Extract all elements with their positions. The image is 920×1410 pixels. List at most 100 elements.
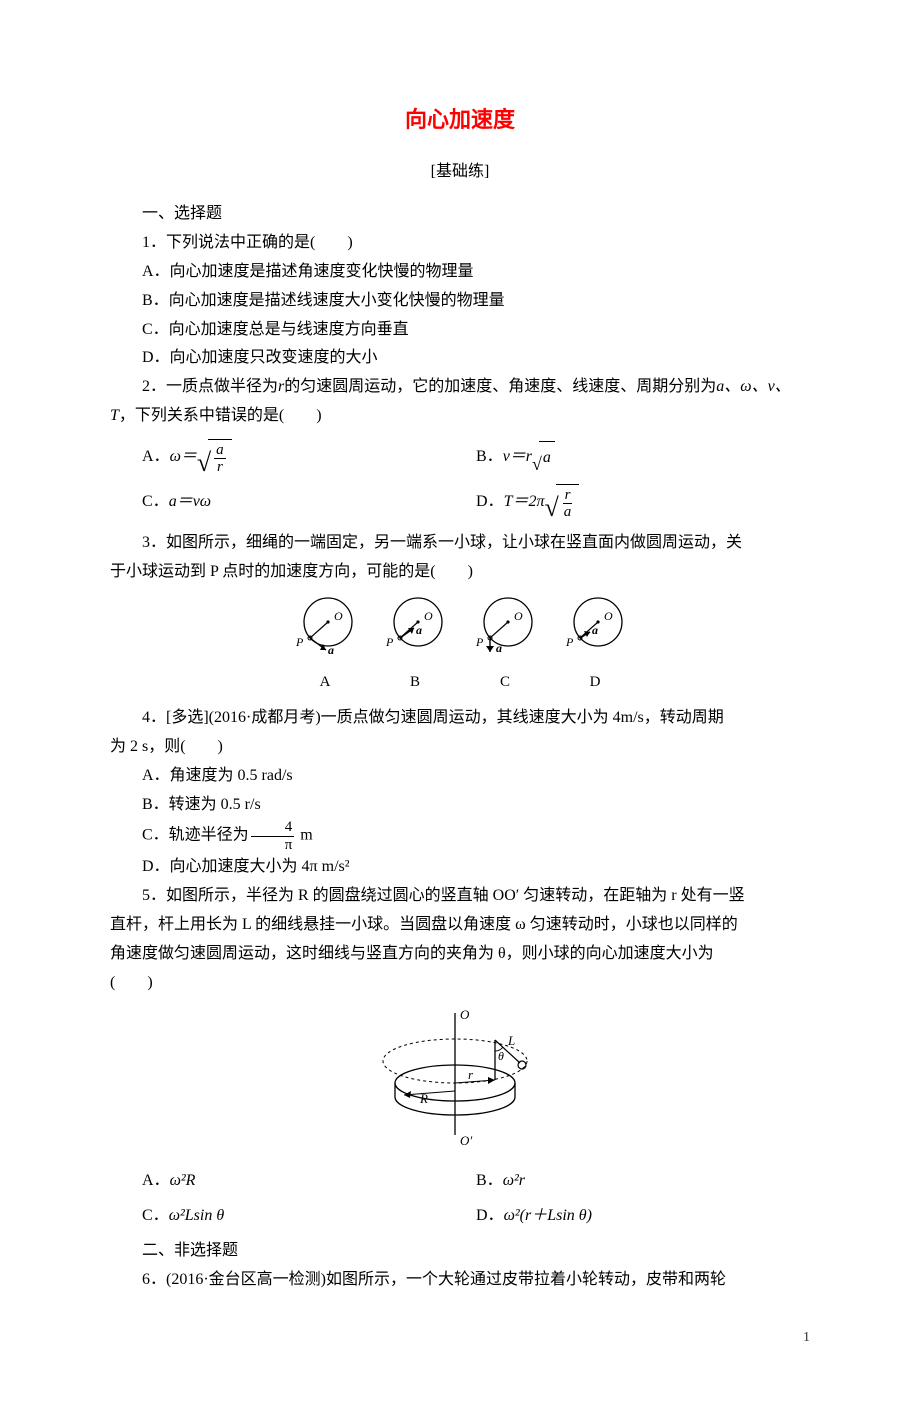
- label-O: O: [334, 609, 343, 623]
- q3-cap-B: B: [380, 669, 450, 696]
- q2-stem-post: 的匀速圆周运动，它的加速度、角速度、线速度、周期分别为: [284, 378, 716, 395]
- label-a: a: [328, 643, 334, 656]
- q2-row2: C． a＝vω D． T＝2π √ r a: [110, 484, 810, 521]
- q2-A-frac: a r: [214, 442, 226, 476]
- q1-B: B．向心加速度是描述线速度大小变化快慢的物理量: [110, 287, 810, 316]
- q3-cap-D: D: [560, 669, 630, 696]
- q3-figure: O P a A O P a B O P: [110, 594, 810, 696]
- q3-fig-C: O P a C: [470, 594, 540, 696]
- q5-row1: A．ω²R B．ω²r: [110, 1167, 810, 1196]
- q5-C-eq: ω²Lsin θ: [169, 1207, 225, 1224]
- circle-diagram-icon: O P a: [380, 594, 450, 656]
- q4-C: C．轨迹半径为4π m: [110, 819, 810, 853]
- label-Oprime: O′: [460, 1133, 472, 1148]
- label-O: O: [460, 1007, 470, 1022]
- q2-A-lhs: ω＝: [170, 443, 197, 472]
- q5-D: D．ω²(r＋Lsin θ): [476, 1202, 810, 1231]
- q5-B-label: B．: [476, 1172, 503, 1189]
- q2-A-label: A．: [142, 443, 170, 472]
- label-a: a: [496, 641, 502, 655]
- q5-row2: C．ω²Lsin θ D．ω²(r＋Lsin θ): [110, 1202, 810, 1231]
- q4-A: A．角速度为 0.5 rad/s: [110, 762, 810, 791]
- q1-D: D．向心加速度只改变速度的大小: [110, 344, 810, 373]
- q5-C-label: C．: [142, 1207, 169, 1224]
- q2-C-eq: a＝vω: [169, 488, 211, 517]
- q4-C-post: m: [296, 827, 312, 844]
- label-theta: θ: [498, 1049, 504, 1063]
- label-P: P: [385, 635, 394, 649]
- circle-diagram-icon: O P a: [560, 594, 630, 656]
- q5-C: C．ω²Lsin θ: [142, 1202, 476, 1231]
- label-O: O: [514, 609, 523, 623]
- section-heading-2: 二、非选择题: [110, 1237, 810, 1266]
- q4-B: B．转速为 0.5 r/s: [110, 791, 810, 820]
- q2-B: B． v＝r √ a: [476, 441, 810, 473]
- q2-D: D． T＝2π √ r a: [476, 484, 810, 521]
- q3-fig-D: O P a D: [560, 594, 630, 696]
- label-L: L: [507, 1033, 515, 1048]
- q5-D-eq: ω²(r＋Lsin θ): [504, 1207, 592, 1224]
- q2-B-in: a: [539, 441, 555, 473]
- q1-stem: 1．下列说法中正确的是( ): [110, 229, 810, 258]
- q4-stem-a: 4．[多选](2016·成都月考)一质点做匀速圆周运动，其线速度大小为 4m/s…: [110, 704, 810, 733]
- q2-C-label: C．: [142, 488, 169, 517]
- q4-C-pre: C．轨迹半径为: [142, 827, 249, 844]
- q5-D-label: D．: [476, 1207, 504, 1224]
- q2-A-den: r: [215, 459, 225, 476]
- q2-stem-tail: ，下列关系中错误的是( ): [119, 407, 322, 424]
- q2-D-num: r: [563, 487, 573, 505]
- q3-cap-C: C: [470, 669, 540, 696]
- q2-D-frac: r a: [562, 487, 574, 521]
- label-P: P: [565, 635, 574, 649]
- q3-fig-B: O P a B: [380, 594, 450, 696]
- q3-stem-a: 3．如图所示，细绳的一端固定，另一端系一小球，让小球在竖直面内做圆周运动，关: [110, 529, 810, 558]
- q2-D-label: D．: [476, 488, 504, 517]
- q5-stem-d: ( ): [110, 969, 810, 998]
- q5-A-eq: ω²R: [170, 1172, 196, 1189]
- label-a: a: [592, 623, 598, 637]
- q5-A-label: A．: [142, 1172, 170, 1189]
- q2-D-lhs: T＝2π: [504, 488, 545, 517]
- sqrt-icon: √ a: [532, 441, 555, 473]
- circle-diagram-icon: O P a: [470, 594, 540, 656]
- label-R: R: [419, 1091, 428, 1106]
- q2-D-den: a: [562, 504, 574, 521]
- q2-B-label: B．: [476, 443, 503, 472]
- q4-C-num: 4: [251, 819, 295, 837]
- page-number: 1: [110, 1325, 810, 1350]
- q2-C: C． a＝vω: [142, 488, 476, 517]
- q5-A: A．ω²R: [142, 1167, 476, 1196]
- q4-stem-b: 为 2 s，则( ): [110, 733, 810, 762]
- q1-A: A．向心加速度是描述角速度变化快慢的物理量: [110, 258, 810, 287]
- q2-stem-pre: 2．一质点做半径为: [142, 378, 278, 395]
- q5-stem-a: 5．如图所示，半径为 R 的圆盘绕过圆心的竖直轴 OO′ 匀速转动，在距轴为 r…: [110, 882, 810, 911]
- q3-fig-A: O P a A: [290, 594, 360, 696]
- q4-D: D．向心加速度大小为 4π m/s²: [110, 853, 810, 882]
- q2-A: A． ω＝ √ a r: [142, 439, 476, 476]
- label-P: P: [475, 635, 484, 649]
- q4-C-frac: 4π: [251, 819, 295, 853]
- disk-diagram-icon: O O′ R r L θ: [360, 1005, 560, 1155]
- q3-cap-A: A: [290, 669, 360, 696]
- q6-stem: 6．(2016·金台区高一检测)如图所示，一个大轮通过皮带拉着小轮转动，皮带和两…: [110, 1266, 810, 1295]
- page-subtitle: [基础练]: [110, 158, 810, 187]
- label-O: O: [424, 609, 433, 623]
- q5-B-eq: ω²r: [503, 1172, 525, 1189]
- q5-B: B．ω²r: [476, 1167, 810, 1196]
- q2-B-lhs: v＝r: [503, 443, 532, 472]
- label-r: r: [468, 1067, 474, 1082]
- label-O: O: [604, 609, 613, 623]
- q2-stem: 2．一质点做半径为r的匀速圆周运动，它的加速度、角速度、线速度、周期分别为a、ω…: [110, 373, 810, 431]
- q3-stem-b: 于小球运动到 P 点时的加速度方向，可能的是( ): [110, 558, 810, 587]
- q4-C-den: π: [251, 837, 295, 854]
- sqrt-icon: √ r a: [544, 484, 579, 521]
- q5-figure: O O′ R r L θ: [110, 1005, 810, 1155]
- q5-stem-b: 直杆，杆上用长为 L 的细线悬挂一小球。当圆盘以角速度 ω 匀速转动时，小球也以…: [110, 911, 810, 940]
- q1-C: C．向心加速度总是与线速度方向垂直: [110, 316, 810, 345]
- circle-diagram-icon: O P a: [290, 594, 360, 656]
- page-title: 向心加速度: [110, 100, 810, 140]
- label-a: a: [416, 623, 422, 637]
- sqrt-icon: √ a r: [197, 439, 232, 476]
- q2-row1: A． ω＝ √ a r B． v＝r √ a: [110, 439, 810, 476]
- label-P: P: [295, 635, 304, 649]
